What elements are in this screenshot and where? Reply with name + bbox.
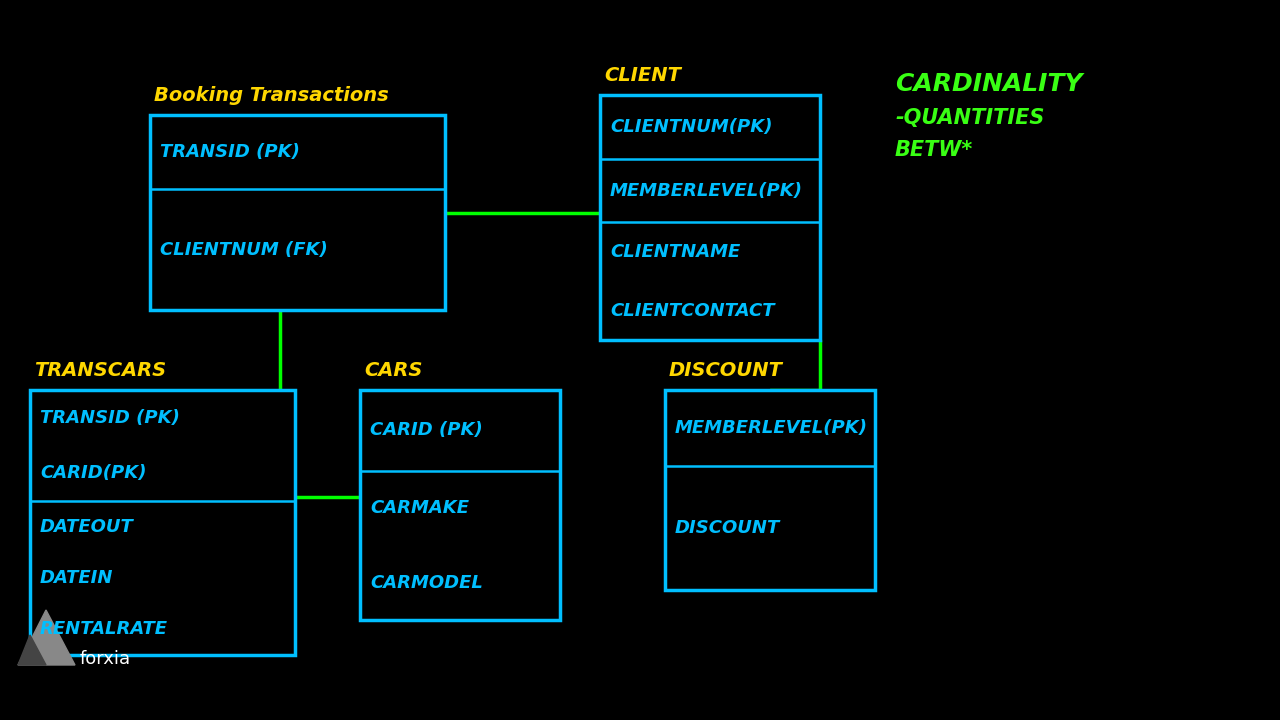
Text: DATEIN: DATEIN (40, 569, 114, 587)
Text: RENTALRATE: RENTALRATE (40, 621, 168, 639)
Text: CLIENTNAME: CLIENTNAME (611, 243, 740, 261)
Text: CLIENTCONTACT: CLIENTCONTACT (611, 302, 774, 320)
Bar (29, 390, 294, 655)
Polygon shape (18, 635, 46, 665)
Text: MEMBERLEVEL(PK): MEMBERLEVEL(PK) (611, 181, 803, 199)
Text: CARS: CARS (364, 361, 422, 380)
Text: DISCOUNT: DISCOUNT (669, 361, 783, 380)
Text: MEMBERLEVEL(PK): MEMBERLEVEL(PK) (675, 419, 868, 437)
Text: TRANSID (PK): TRANSID (PK) (40, 409, 180, 427)
Bar (150, 115, 445, 310)
Text: CARDINALITY: CARDINALITY (895, 72, 1083, 96)
Text: CARMAKE: CARMAKE (370, 499, 468, 517)
Text: CARID (PK): CARID (PK) (370, 421, 483, 439)
Bar (600, 95, 820, 340)
Text: Booking Transactions: Booking Transactions (154, 86, 389, 105)
Text: DISCOUNT: DISCOUNT (675, 519, 781, 537)
Text: DATEOUT: DATEOUT (40, 518, 133, 536)
Text: CLIENT: CLIENT (604, 66, 681, 85)
Text: CARID(PK): CARID(PK) (40, 464, 146, 482)
Text: TRANSCARS: TRANSCARS (35, 361, 166, 380)
Text: CLIENTNUM(PK): CLIENTNUM(PK) (611, 118, 773, 136)
Text: CLIENTNUM (FK): CLIENTNUM (FK) (160, 240, 328, 258)
Text: TRANSID (PK): TRANSID (PK) (160, 143, 300, 161)
Text: -QUANTITIES: -QUANTITIES (895, 108, 1044, 128)
Text: forxia: forxia (79, 650, 131, 668)
Text: BETW*: BETW* (895, 140, 973, 160)
Polygon shape (18, 610, 76, 665)
Bar (360, 390, 561, 620)
Text: CARMODEL: CARMODEL (370, 574, 483, 592)
Bar (666, 390, 876, 590)
